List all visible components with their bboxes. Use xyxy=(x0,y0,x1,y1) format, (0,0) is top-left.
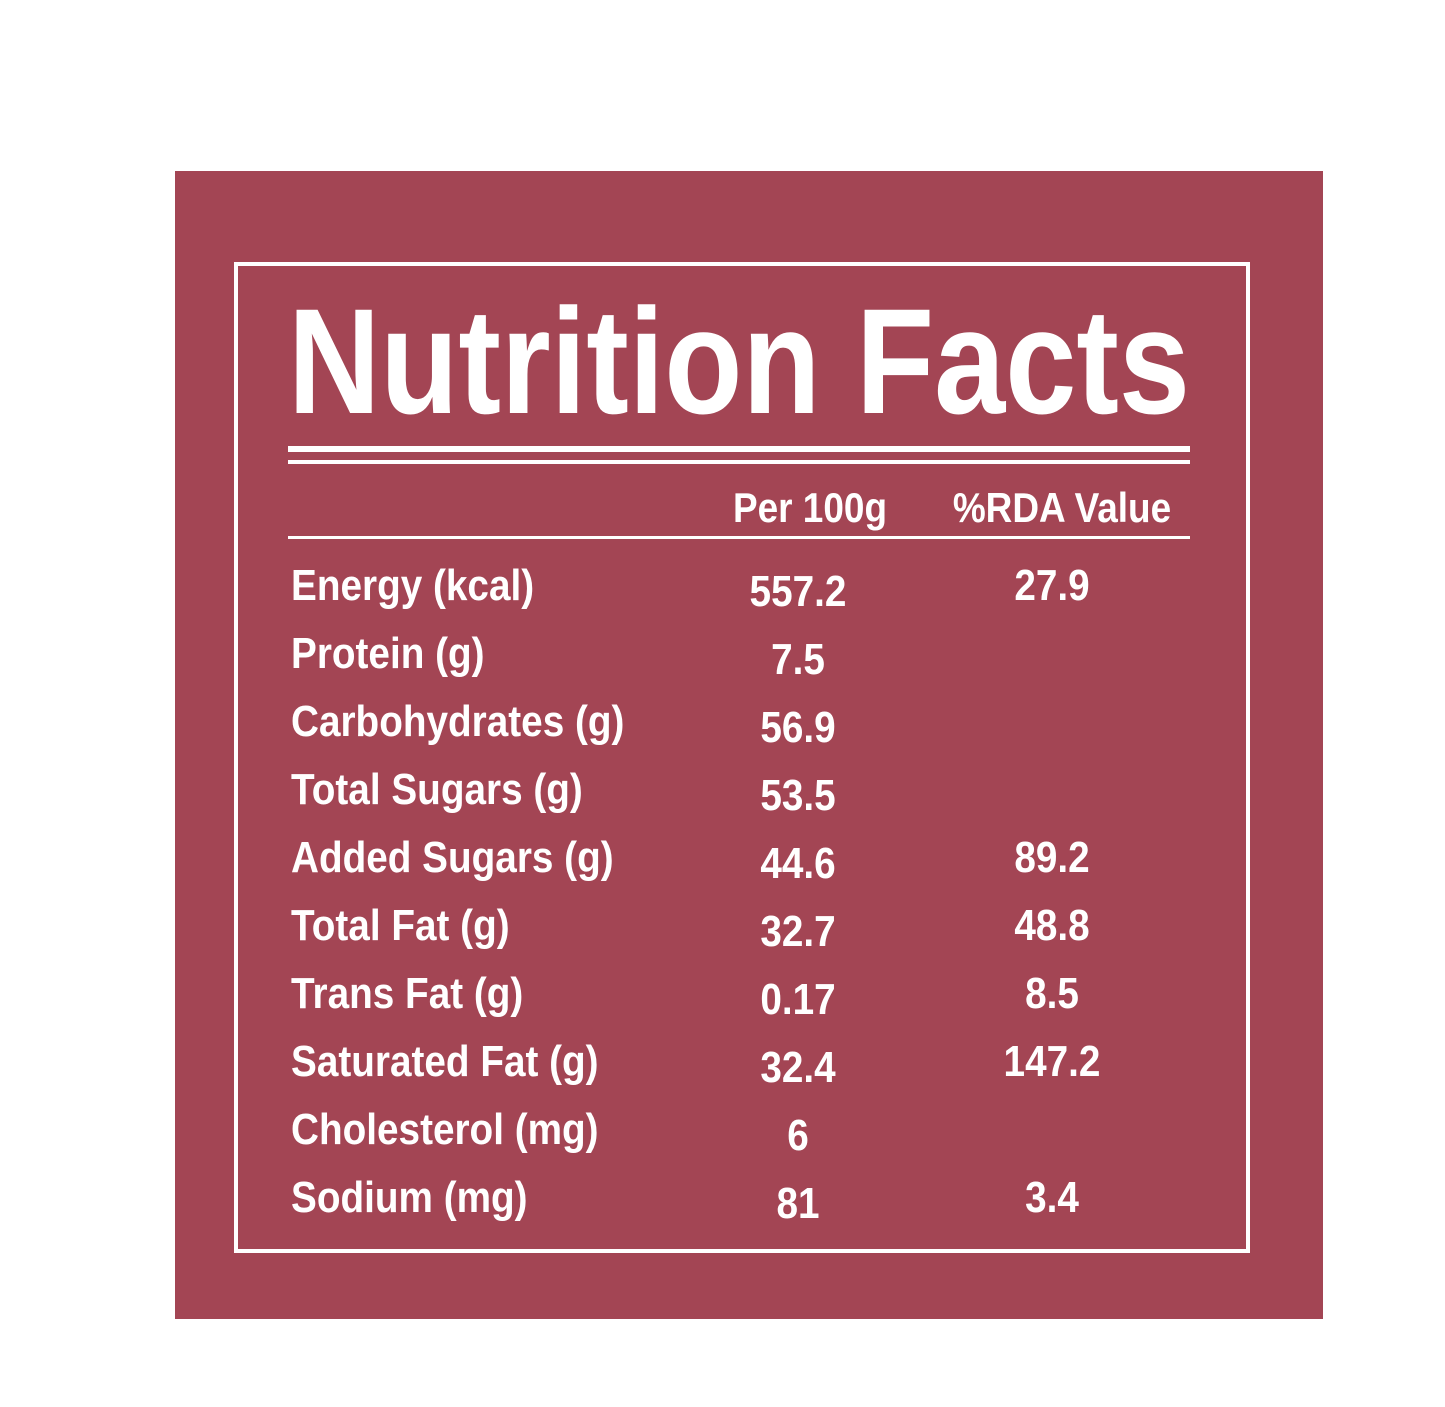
row-label: Added Sugars (g) xyxy=(291,832,614,882)
per-100g-value: 81 xyxy=(776,1178,819,1228)
title-rule xyxy=(288,460,1190,464)
per-100g-value: 56.9 xyxy=(760,702,835,752)
title-rule xyxy=(288,446,1190,452)
inner-border xyxy=(234,262,1250,1253)
row-label: Sodium (mg) xyxy=(291,1172,528,1222)
column-header: %RDA Value xyxy=(953,485,1171,532)
per-100g-value: 557.2 xyxy=(750,566,847,616)
per-100g-value: 7.5 xyxy=(771,634,825,684)
row-label: Trans Fat (g) xyxy=(291,968,523,1018)
per-100g-value: 53.5 xyxy=(760,770,835,820)
row-label: Total Sugars (g) xyxy=(291,764,583,814)
row-label: Saturated Fat (g) xyxy=(291,1036,599,1086)
row-label: Total Fat (g) xyxy=(291,900,510,950)
per-100g-value: 32.4 xyxy=(760,1042,835,1092)
column-header: Per 100g xyxy=(733,485,887,532)
row-label: Cholesterol (mg) xyxy=(291,1104,599,1154)
per-100g-value: 32.7 xyxy=(760,906,835,956)
header-rule xyxy=(288,536,1190,539)
row-label: Protein (g) xyxy=(291,628,485,678)
rda-value: 48.8 xyxy=(1014,900,1089,950)
per-100g-value: 0.17 xyxy=(760,974,835,1024)
rda-value: 27.9 xyxy=(1014,560,1089,610)
rda-value: 3.4 xyxy=(1025,1172,1079,1222)
row-label: Carbohydrates (g) xyxy=(291,696,624,746)
rda-value: 89.2 xyxy=(1014,832,1089,882)
label-background xyxy=(175,171,1323,1319)
per-100g-value: 6 xyxy=(787,1110,809,1160)
rda-value: 8.5 xyxy=(1025,968,1079,1018)
row-label: Energy (kcal) xyxy=(291,560,534,610)
title: Nutrition Facts xyxy=(288,277,1190,445)
rda-value: 147.2 xyxy=(1004,1036,1101,1086)
per-100g-value: 44.6 xyxy=(760,838,835,888)
